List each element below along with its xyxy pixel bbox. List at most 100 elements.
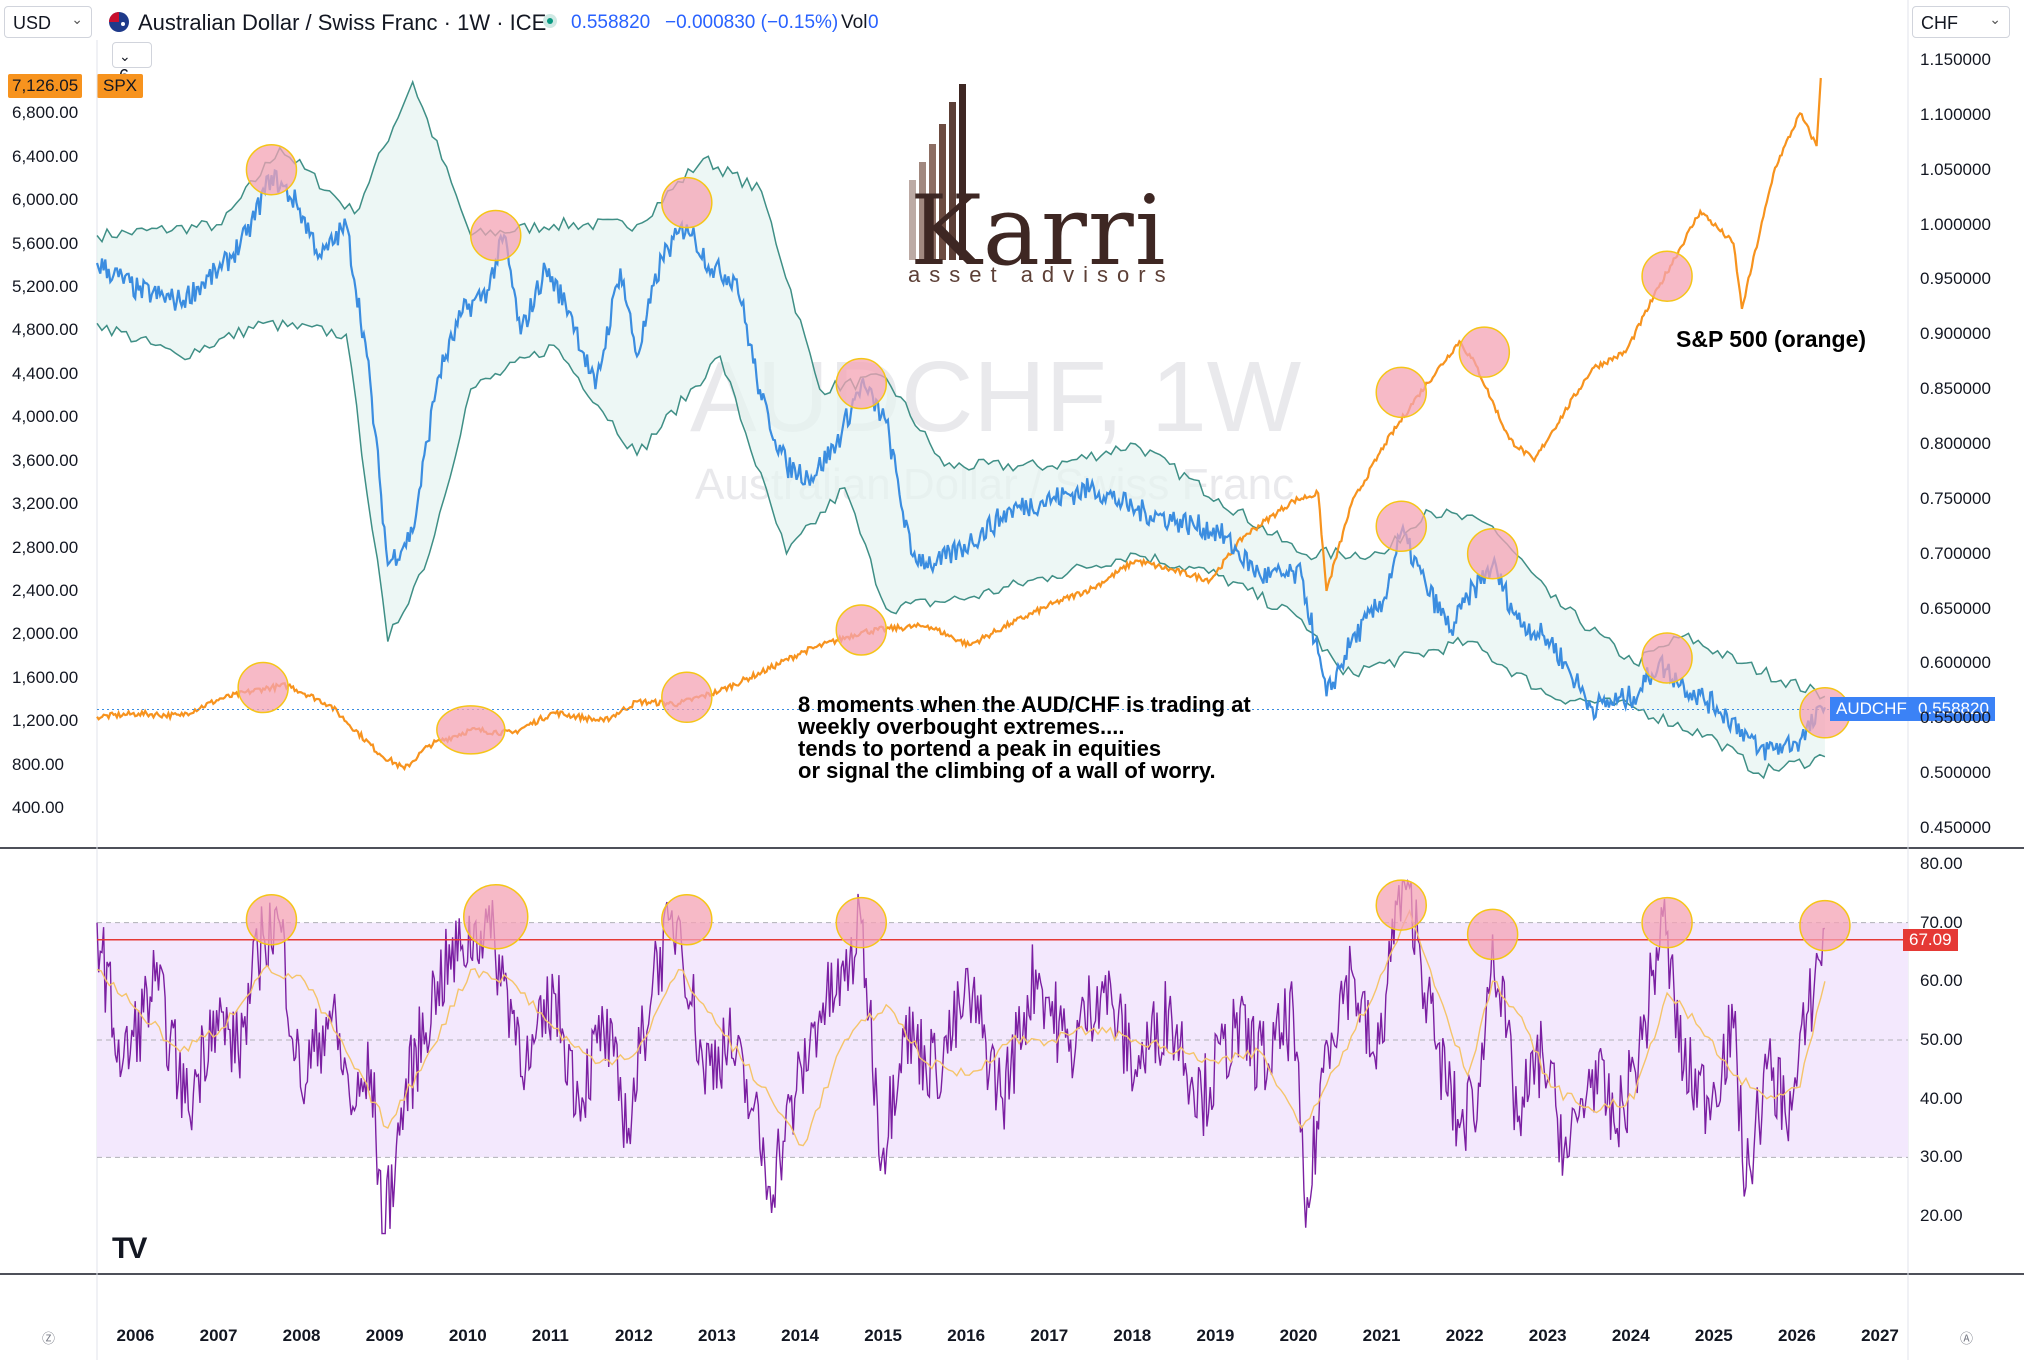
right-axis-tick: 0.800000 [1920, 434, 1991, 453]
rsi-value-tag: 67.09 [1903, 929, 1958, 951]
audchf-price-tag: 0.558820 [1912, 697, 1995, 721]
tradingview-logo-icon[interactable]: TV [112, 1232, 147, 1265]
left-axis-tick: 4,000.00 [12, 407, 79, 427]
rsi-axis-tick: 70.00 [1920, 912, 1963, 932]
left-axis-tick: 2,400.00 [12, 580, 79, 600]
highlight-circle [436, 705, 506, 755]
sp500-annotation: S&P 500 (orange) [1676, 326, 1867, 352]
left-axis-tick: 2,800.00 [12, 537, 79, 557]
rsi-highlight-circle [463, 884, 529, 950]
left-axis-tick: 3,200.00 [12, 494, 79, 514]
lower-band-line [96, 319, 1826, 780]
chevron-down-icon: ⌄ [71, 11, 83, 27]
price-change: −0.000830 (−0.15%) [665, 12, 839, 33]
rsi-line [96, 878, 1825, 1235]
right-axis-tick: 0.900000 [1920, 324, 1991, 344]
rsi-highlight-circle [1799, 899, 1851, 952]
spx-price-tag: 7,126.05 [8, 74, 83, 98]
upper-band-line [96, 79, 1826, 700]
right-axis-tick: 1.100000 [1920, 104, 1991, 124]
year-tick: 2009 [365, 1326, 404, 1345]
year-tick: 2008 [282, 1326, 321, 1345]
currency-left-select[interactable]: USD ⌄ [4, 6, 92, 38]
year-tick: 2007 [199, 1326, 238, 1345]
year-tick: 2011 [531, 1326, 569, 1345]
highlight-circle [1375, 500, 1428, 553]
market-status-icon[interactable] [543, 14, 557, 28]
auto-scale-button[interactable]: Ⓐ [1960, 1331, 1974, 1346]
year-tick: 2006 [116, 1326, 155, 1345]
year-tick: 2013 [698, 1326, 736, 1345]
year-tick: 2010 [448, 1326, 487, 1345]
right-axis-tick: 0.650000 [1920, 598, 1991, 618]
rsi-axis-tick: 30.00 [1920, 1147, 1963, 1167]
right-axis-tick: 0.850000 [1920, 379, 1991, 399]
year-tick: 2020 [1279, 1326, 1318, 1345]
left-axis-tick: 5,200.00 [12, 277, 79, 297]
chevron-down-icon: ⌄ [119, 48, 131, 64]
year-tick: 2023 [1528, 1326, 1567, 1345]
currency-right-select[interactable]: CHF ⌄ [1912, 6, 2010, 38]
left-axis-tick: 4,800.00 [12, 320, 79, 340]
year-tick: 2025 [1694, 1326, 1733, 1345]
rsi-highlight-circle [1375, 879, 1428, 931]
rsi-highlight-circle [1641, 896, 1693, 949]
year-tick: 2027 [1861, 1326, 1899, 1345]
rsi-highlight-circle [835, 896, 888, 949]
year-tick: 2019 [1196, 1326, 1235, 1345]
highlight-circle [835, 357, 888, 410]
karri-logo-name: Karri [910, 175, 1167, 287]
karri-logo-tagline: asset advisors [908, 262, 1175, 287]
highlight-circle [661, 176, 713, 229]
symbol-title[interactable]: Australian Dollar / Swiss Franc · 1W · I… [138, 10, 547, 35]
australia-flag-icon [109, 12, 129, 32]
year-tick: 2026 [1778, 1326, 1816, 1345]
year-tick: 2021 [1362, 1326, 1401, 1345]
rsi-highlight-circle [661, 893, 713, 946]
highlight-circle [1375, 366, 1428, 419]
currency-right-value: CHF [1921, 13, 1958, 33]
right-axis-tick: 0.600000 [1920, 653, 1991, 673]
spx-line [96, 77, 1822, 772]
right-axis-tick: 1.000000 [1920, 214, 1991, 234]
highlight-circle [1458, 326, 1511, 378]
left-axis-tick: 3,600.00 [12, 450, 79, 470]
left-axis-tick: 6,400.00 [12, 146, 79, 166]
rsi-axis-tick: 40.00 [1920, 1088, 1963, 1108]
left-axis-tick: 1,600.00 [12, 667, 79, 687]
year-tick: 2017 [1030, 1326, 1069, 1345]
left-axis-tick: 5,600.00 [12, 233, 79, 253]
volume-value: 0 [868, 12, 879, 33]
left-axis-tick: 800.00 [12, 754, 64, 774]
left-axis-tick: 4,400.00 [12, 363, 79, 383]
timezone-button[interactable]: Ⓩ [42, 1331, 56, 1346]
spx-symbol-tag: SPX [97, 74, 144, 98]
year-tick: 2018 [1113, 1326, 1152, 1345]
last-price: 0.558820 [571, 12, 651, 33]
rsi-axis-tick: 60.00 [1920, 971, 1963, 991]
highlight-circle [1641, 632, 1693, 684]
left-axis-tick: 6,000.00 [12, 190, 79, 210]
highlight-circle [1466, 527, 1519, 580]
highlight-circle [470, 209, 522, 262]
rsi-ma-line [96, 908, 1826, 1147]
year-tick: 2024 [1611, 1326, 1650, 1345]
rsi-highlight-circle [245, 893, 298, 946]
highlight-circle [661, 671, 713, 724]
rsi-highlight-circle [1466, 908, 1519, 961]
chevron-down-icon: ⌄ [1989, 11, 2001, 27]
moments-annotation: 8 moments when the AUD/CHF is trading at… [798, 692, 1251, 783]
karri-logo-bars [909, 84, 966, 260]
right-axis-tick: 0.450000 [1920, 818, 1991, 837]
currency-left-value: USD [13, 13, 52, 33]
rsi-axis-tick: 50.00 [1920, 1030, 1963, 1049]
right-axis-tick: 0.550000 [1920, 708, 1991, 728]
right-axis-tick: 0.700000 [1920, 543, 1991, 563]
right-axis-tick: 1.050000 [1920, 159, 1991, 179]
year-tick: 2015 [864, 1326, 903, 1345]
right-axis-tick: 0.950000 [1920, 269, 1991, 289]
year-tick: 2014 [781, 1326, 819, 1345]
highlight-circle [835, 604, 888, 656]
